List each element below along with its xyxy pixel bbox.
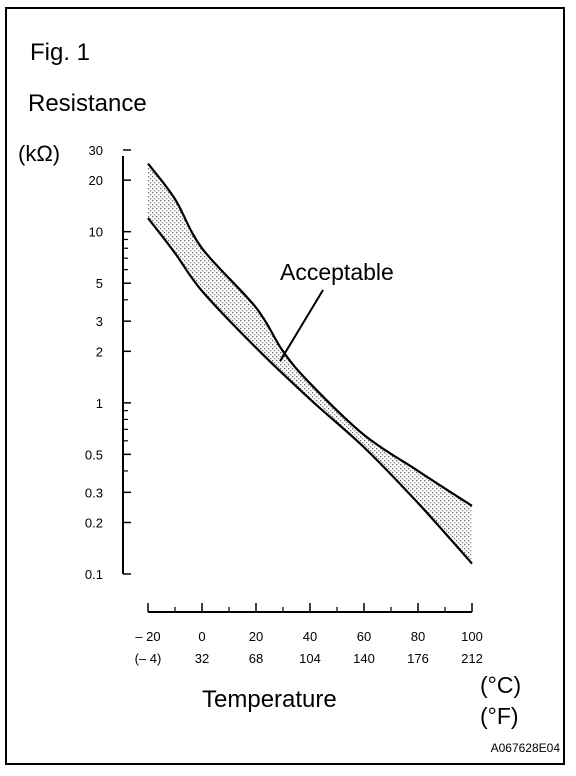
y-tick-label: 3 xyxy=(96,314,103,329)
figure-frame xyxy=(5,7,565,765)
y-tick-label: 0.1 xyxy=(85,567,103,582)
x-axis-unit-fahrenheit: (°F) xyxy=(480,703,519,729)
x-axis-ticks: – 20 (– 4) 0 32 20 68 40 104 60 140 80 176 100 212 xyxy=(135,603,483,666)
acceptable-band-fill xyxy=(148,163,472,564)
x-tick-label-celsius: 100 xyxy=(461,629,483,644)
x-tick-label-celsius: 40 xyxy=(303,629,317,644)
x-tick-label-fahrenheit: 104 xyxy=(299,651,321,666)
figure-label: Fig. 1 xyxy=(30,39,90,66)
limit-curves xyxy=(147,162,473,565)
y-tick-label: 20 xyxy=(89,173,103,188)
band-label-acceptable: Acceptable xyxy=(280,259,394,285)
x-tick-label-celsius: 80 xyxy=(411,629,425,644)
x-tick-label-celsius: 60 xyxy=(357,629,371,644)
x-tick-label-celsius: – 20 xyxy=(135,629,160,644)
y-tick-label: 30 xyxy=(89,143,103,158)
y-tick-label: 0.2 xyxy=(85,515,103,530)
x-tick-label-fahrenheit: 212 xyxy=(461,651,483,666)
y-tick-label: 2 xyxy=(96,344,103,359)
y-tick-label: 0.3 xyxy=(85,485,103,500)
y-axis-ticks: 30 20 10 5 3 2 1 0.5 0.3 0.2 0.1 xyxy=(85,143,131,582)
x-tick-label-fahrenheit: 32 xyxy=(195,651,209,666)
acceptable-band xyxy=(148,163,472,564)
x-tick-label-celsius: 0 xyxy=(198,629,205,644)
y-tick-label: 1 xyxy=(96,396,103,411)
band-label-leader xyxy=(279,289,324,362)
x-tick-label-fahrenheit: 176 xyxy=(407,651,429,666)
y-tick-label: 0.5 xyxy=(85,447,103,462)
x-tick-label-fahrenheit: (– 4) xyxy=(135,651,162,666)
x-axis-unit-celsius: (°C) xyxy=(480,672,521,698)
image-code: A067628E04 xyxy=(491,741,561,755)
y-axis-title: Resistance xyxy=(28,90,147,117)
x-tick-label-fahrenheit: 140 xyxy=(353,651,375,666)
y-tick-label: 10 xyxy=(89,225,103,240)
x-tick-label-fahrenheit: 68 xyxy=(249,651,263,666)
x-tick-label-celsius: 20 xyxy=(249,629,263,644)
lower-limit-curve xyxy=(147,217,473,565)
x-axis-title: Temperature xyxy=(202,686,337,713)
y-axis-unit: (kΩ) xyxy=(18,141,60,166)
y-tick-label: 5 xyxy=(96,276,103,291)
upper-limit-curve xyxy=(147,162,473,507)
